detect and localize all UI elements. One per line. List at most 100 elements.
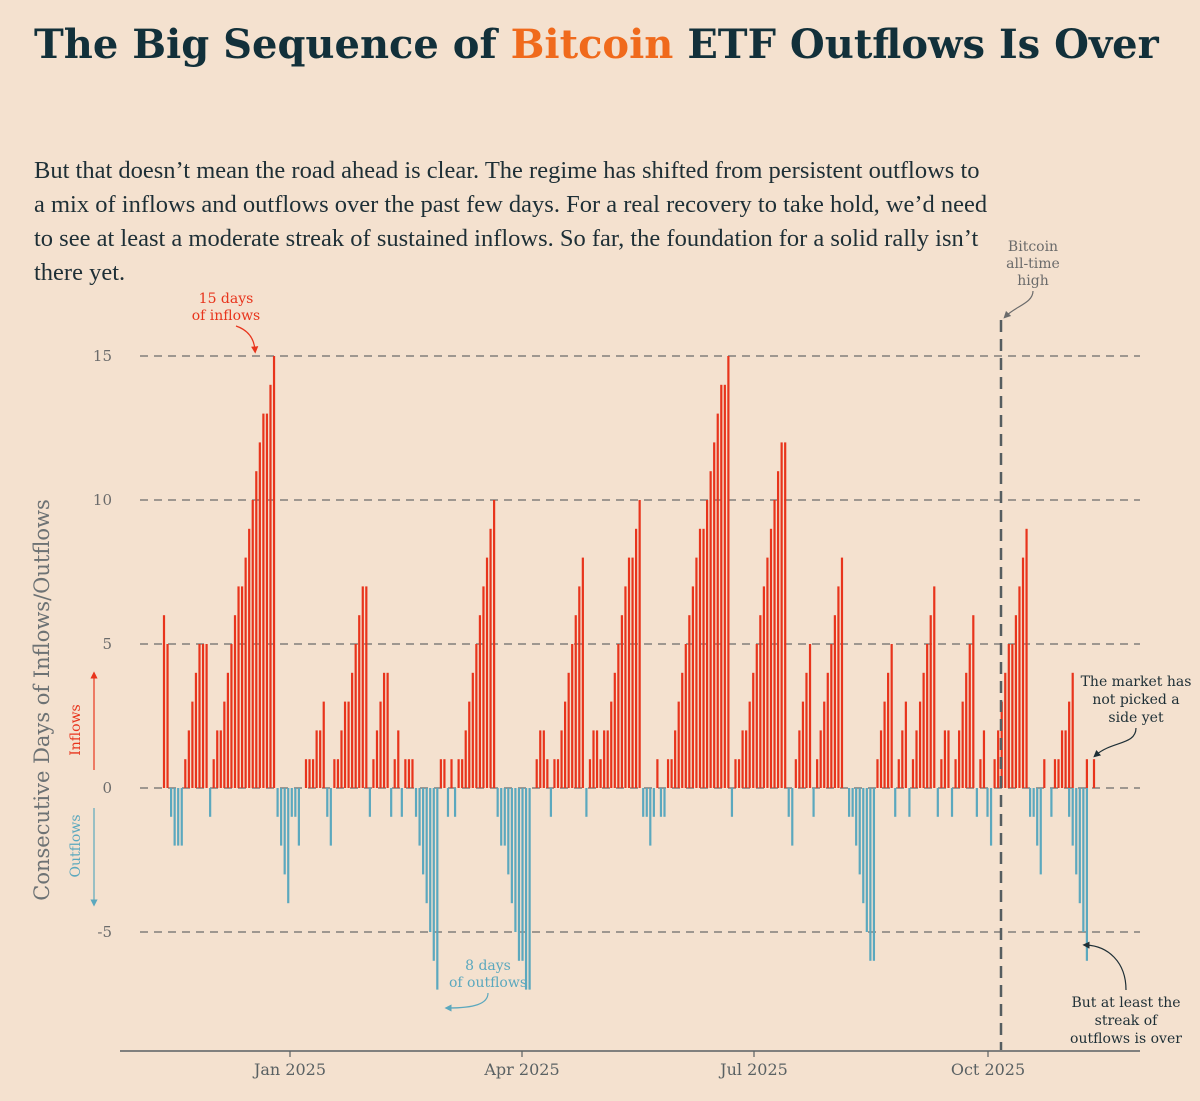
inflow-bar <box>972 615 975 788</box>
outflow-bar <box>549 788 553 817</box>
outflow-bar <box>649 788 652 846</box>
inflow-bar <box>620 615 624 788</box>
inflow-bar <box>205 644 208 788</box>
inflow-bar <box>681 672 684 788</box>
annotation-ath-arrow <box>1003 290 1034 319</box>
outflow-bar <box>507 788 510 875</box>
inflow-bar <box>216 730 219 788</box>
inflow-bar <box>542 730 545 788</box>
inflow-bar <box>887 672 890 788</box>
inflow-bar <box>993 759 996 788</box>
outflow-bar <box>1071 788 1074 846</box>
inflow-bar <box>1018 586 1021 788</box>
inflow-bar <box>386 672 389 788</box>
inflow-bar <box>698 528 702 788</box>
outflow-bar <box>422 788 425 875</box>
inflow-bar <box>741 730 744 788</box>
inflow-bar <box>240 586 244 788</box>
inflow-bar <box>272 356 276 788</box>
annotation-15-days: 15 days of inflows <box>192 291 260 354</box>
inflow-bar <box>943 730 947 788</box>
inflow-bar <box>684 644 687 788</box>
inflow-bar <box>1071 672 1074 788</box>
inflow-bar <box>784 442 787 788</box>
outflow-bar <box>432 788 435 961</box>
y-axis-label: Consecutive Days of Inflows/Outflows <box>30 499 54 901</box>
outflow-bar <box>169 788 173 817</box>
inflow-bar <box>610 701 613 788</box>
outflow-bar <box>287 788 290 904</box>
inflow-bar <box>876 759 879 788</box>
outflow-bar <box>1082 788 1085 932</box>
inflow-bar <box>968 644 971 788</box>
inflow-bar <box>588 759 592 788</box>
inflow-bar <box>578 586 581 788</box>
inflow-bar <box>191 701 194 788</box>
outflow-bar <box>894 788 897 817</box>
outflow-bar <box>500 788 503 846</box>
inflow-bar <box>162 615 166 788</box>
outflow-bar <box>1032 788 1035 817</box>
inflow-bar <box>1053 759 1057 788</box>
inflow-bar <box>634 528 638 788</box>
inflow-bar <box>407 759 411 788</box>
inflow-bar <box>262 413 265 788</box>
outflow-bar <box>642 788 645 817</box>
y-tick-label: 10 <box>93 491 112 509</box>
inflow-bar <box>471 672 474 788</box>
annotation-streak-over: But at least the streak of outflows is o… <box>1070 941 1182 1047</box>
inflow-bar <box>556 759 560 788</box>
inflow-bar <box>372 759 375 788</box>
inflow-bar <box>748 701 751 788</box>
inflow-bar <box>354 644 357 788</box>
outflow-bar <box>429 788 432 932</box>
inflow-bar <box>251 500 254 788</box>
inflow-bar <box>358 615 361 788</box>
inflow-bar <box>677 701 680 788</box>
inflow-bar <box>223 701 226 788</box>
title-post: ETF Outflows Is Over <box>673 21 1159 68</box>
inflow-bar <box>833 615 836 788</box>
inflow-bar <box>343 701 347 788</box>
inflow-bar <box>755 644 758 788</box>
inflow-bar <box>244 557 247 788</box>
inflow-bar <box>393 759 396 788</box>
inflow-bar <box>723 384 726 788</box>
inflow-bar <box>198 644 201 788</box>
inflow-bar <box>546 759 549 788</box>
inflow-bar <box>351 672 354 788</box>
inflow-bar <box>457 759 460 788</box>
inflow-bar <box>1004 672 1007 788</box>
inflow-bar <box>1025 528 1028 788</box>
inflow-bar <box>705 500 709 788</box>
inflow-bar <box>361 586 364 788</box>
inflow-bar <box>184 759 187 788</box>
outflow-bar <box>326 788 329 817</box>
inflow-bar <box>656 759 659 788</box>
inflow-bar <box>308 759 311 788</box>
inflow-bar <box>982 730 986 788</box>
inflow-bar <box>979 759 982 788</box>
outflow-bar <box>1029 788 1032 817</box>
annotation-ath-line1: Bitcoin <box>1008 239 1058 255</box>
annotation-market-line1: The market has <box>1081 674 1192 690</box>
inflow-bar <box>581 557 584 788</box>
outflow-bar <box>872 788 876 961</box>
inflow-bar <box>769 528 773 788</box>
inflow-bar <box>464 730 467 788</box>
inflow-bar <box>638 500 641 788</box>
outflow-bar <box>414 788 418 817</box>
inflow-bar <box>691 586 694 788</box>
inflow-bar <box>493 500 496 788</box>
outflow-bar <box>730 788 734 817</box>
inflow-bar <box>571 644 574 788</box>
inflow-bar <box>233 615 237 788</box>
inflow-bar <box>720 384 723 788</box>
inflow-bar <box>1014 615 1018 788</box>
y-tick-label: 0 <box>102 779 112 797</box>
inflow-bar <box>1007 644 1010 788</box>
outflow-bar <box>180 788 183 846</box>
inflow-bar <box>475 644 478 788</box>
outflow-bar <box>503 788 506 846</box>
